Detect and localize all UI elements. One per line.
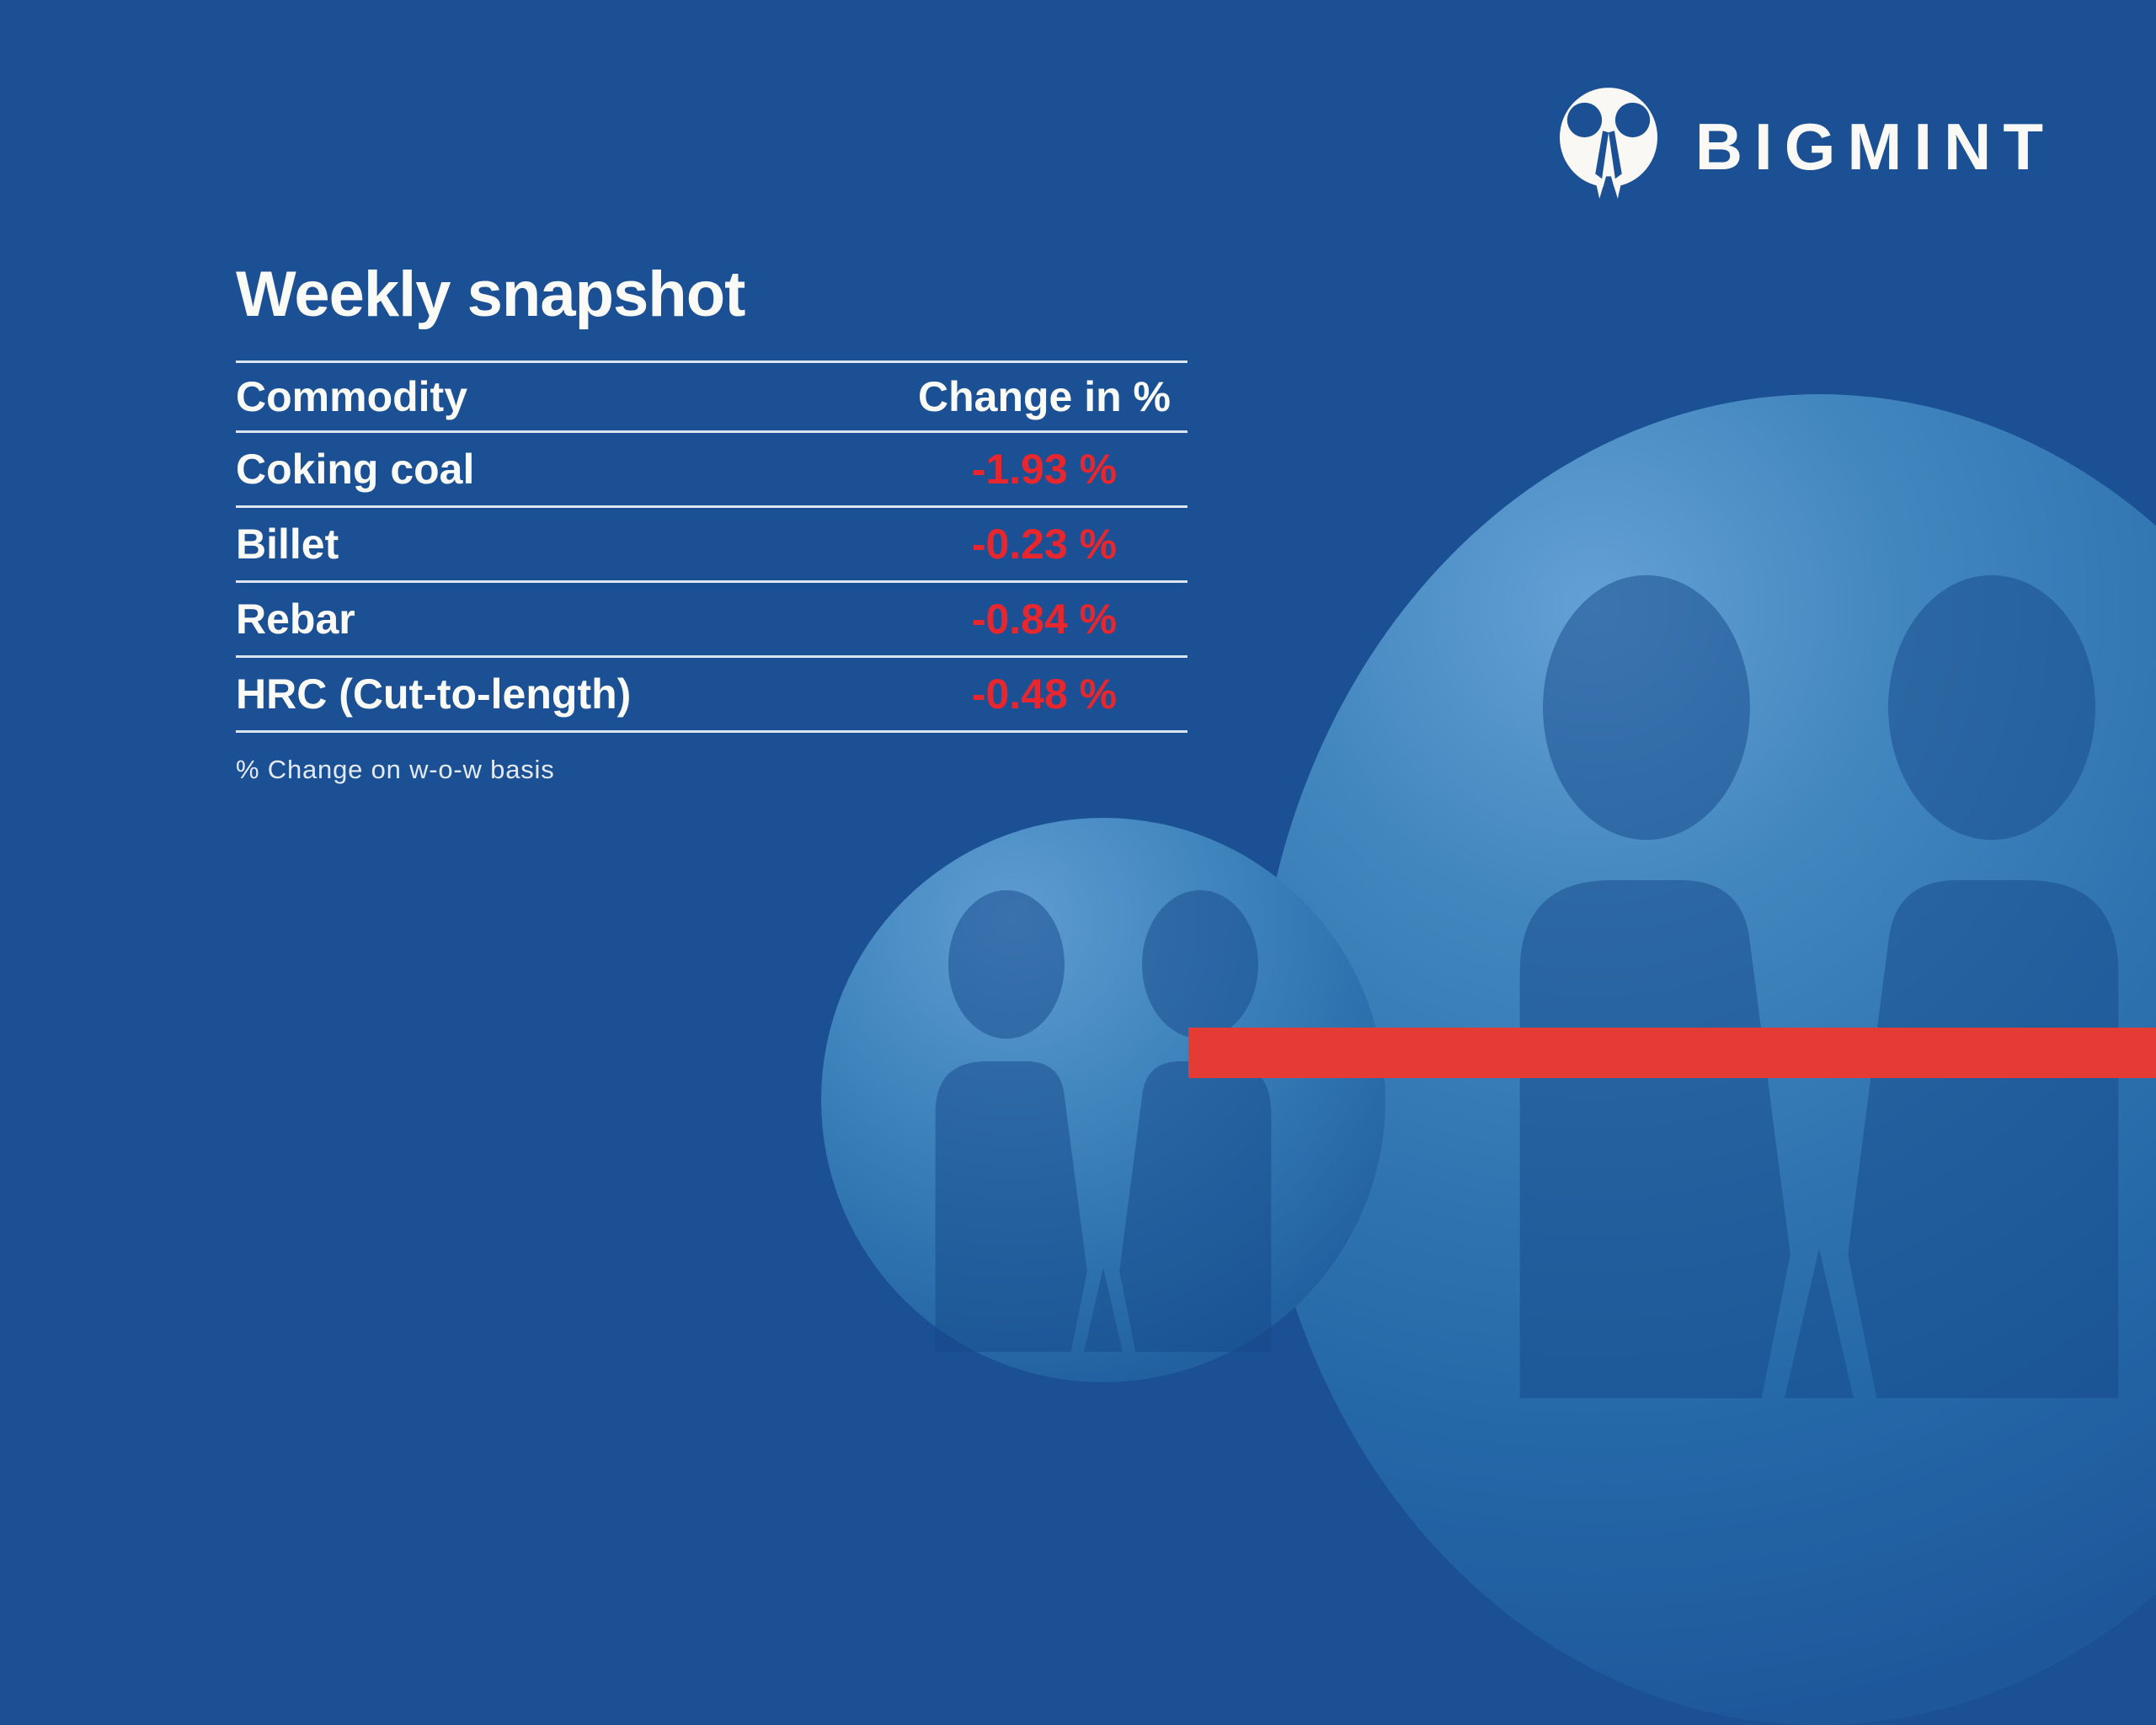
bigmint-watermark-icon [935, 889, 1272, 1352]
table-header-row: Commodity Change in % [236, 363, 1187, 430]
change-value: -1.93 % [971, 445, 1118, 493]
column-header-commodity: Commodity [236, 372, 467, 420]
bigmint-icon [1559, 88, 1657, 200]
divider [236, 729, 1187, 733]
commodity-name: HRC (Cut-to-length) [236, 670, 632, 718]
infographic-canvas: { "brand": { "name": "BIGMINT" }, "snaps… [236, 88, 2156, 1725]
table-row: HRC (Cut-to-length) -0.48 % [236, 658, 1187, 730]
change-value: -0.23 % [971, 520, 1118, 568]
divider [236, 505, 1187, 508]
brand-logo: BIGMINT [1559, 88, 2055, 200]
change-value: -0.48 % [971, 670, 1118, 718]
divider [236, 360, 1187, 363]
weekly-snapshot-panel: Weekly snapshot Commodity Change in % Co… [236, 261, 1187, 785]
commodity-name: Billet [236, 520, 339, 568]
footnote: % Change on w-o-w basis [236, 754, 555, 784]
brand-name: BIGMINT [1694, 109, 2055, 184]
commodity-name: Rebar [236, 595, 355, 643]
change-value: -0.84 % [971, 595, 1118, 643]
bigmint-watermark-icon [1519, 574, 2119, 1398]
accent-red-bar [1188, 1028, 2156, 1078]
divider [236, 579, 1187, 583]
divider [236, 430, 1187, 433]
table-row: Billet -0.23 % [236, 508, 1187, 580]
table-row: Rebar -0.84 % [236, 583, 1187, 655]
commodity-name: Coking coal [236, 445, 475, 493]
page-title: Weekly snapshot [236, 259, 745, 330]
column-header-change: Change in % [917, 372, 1171, 420]
divider [236, 654, 1187, 658]
background-sphere-small [821, 818, 1385, 1382]
table-row: Coking coal -1.93 % [236, 433, 1187, 505]
